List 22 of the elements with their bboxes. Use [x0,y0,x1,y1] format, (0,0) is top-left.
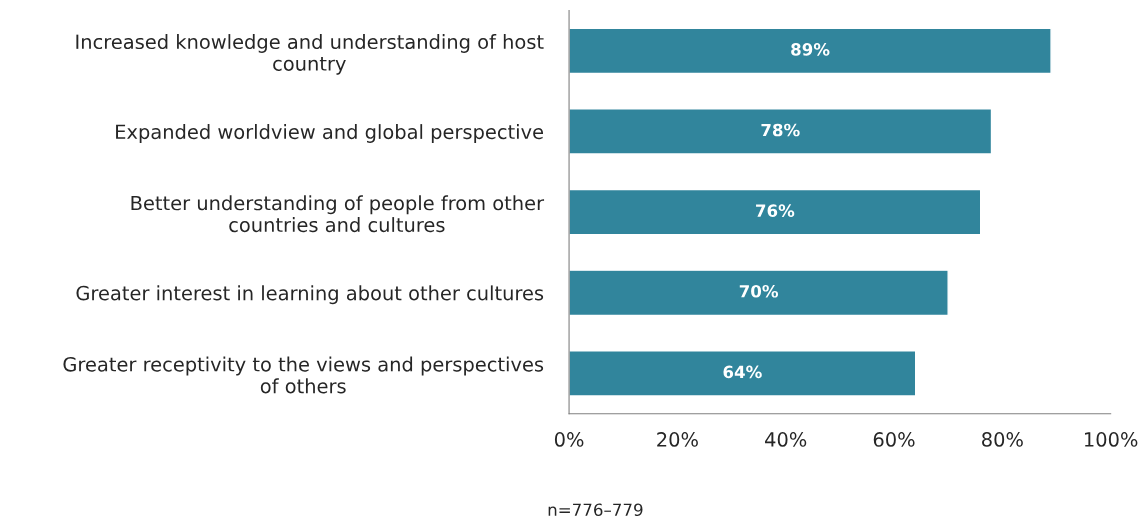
x-tick-label: 60% [873,432,915,447]
bar [569,269,949,317]
x-tick-label: 40% [765,432,807,447]
data-label: 78% [761,123,800,137]
y-tick-label: Increased knowledge and understanding of host country [76,34,544,75]
data-label: 70% [739,284,779,298]
y-tick-label: Expanded worldview and global perspective [116,124,544,143]
bar [569,108,993,155]
data-label: 89% [791,43,830,56]
y-tick-label: Greater receptivity to the views and perspectives of others [63,356,544,394]
bar [569,350,917,397]
x-tick-label: 80% [982,432,1023,447]
y-tick-label: Greater interest in learning about other cultures [76,285,544,305]
data-label: 64% [723,365,762,379]
bar [569,188,982,236]
x-tick-label: 20% [657,432,698,447]
text: n=776–779 [548,503,643,517]
data-label: 76% [756,204,795,217]
x-tick-label: 100% [1084,432,1138,447]
y-tick-label: Better understanding of people from other countries and cultures [131,195,545,233]
x-tick-label: 0% [554,432,584,447]
bar [569,27,1052,75]
